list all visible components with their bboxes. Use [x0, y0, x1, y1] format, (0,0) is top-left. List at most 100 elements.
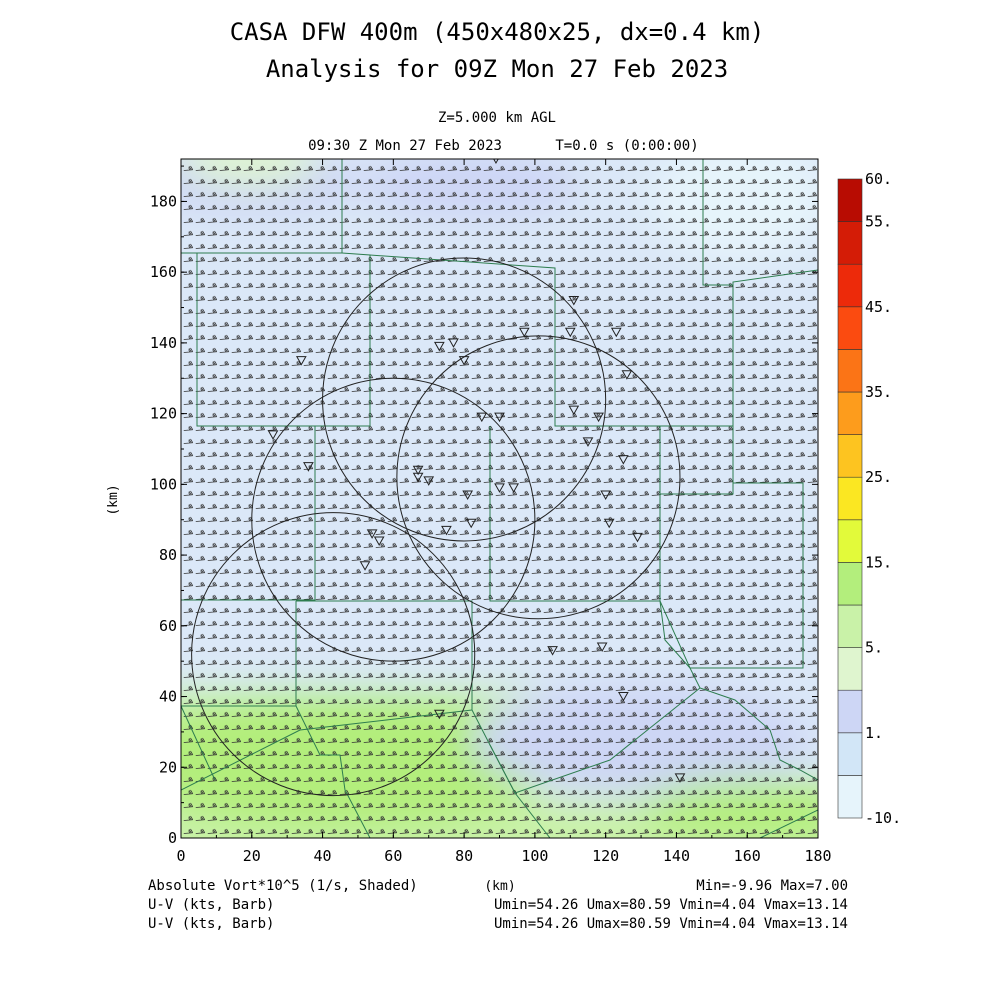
radar-range-rings: [191, 257, 681, 797]
station-marker: [568, 405, 580, 416]
colorbar-label: 1.: [865, 724, 883, 742]
colorbar-swatch: [837, 349, 863, 393]
colorbar-label: -10.: [865, 809, 901, 827]
y-tick-label: 80: [159, 546, 177, 564]
station-marker: [568, 295, 580, 306]
station-marker: [618, 455, 629, 465]
colorbar-swatch: [837, 178, 863, 222]
station-marker: [423, 476, 435, 486]
x-tick-label: 60: [384, 847, 402, 865]
x-axis: 0 20 40 60 80 100 120 140 160 180: [176, 159, 832, 865]
x-tick-label: 180: [804, 847, 831, 865]
colorbar-swatch: [837, 434, 863, 478]
colorbar-swatch: [837, 519, 863, 563]
colorbar-label: 45.: [865, 298, 892, 316]
footer-field2: U-V (kts, Barb): [148, 897, 274, 913]
station-marker: [465, 518, 477, 529]
station-marker: [600, 490, 612, 500]
range-ring: [322, 257, 607, 542]
range-ring: [251, 377, 536, 662]
y-tick-label: 60: [159, 617, 177, 635]
colorbar-swatch: [837, 775, 863, 819]
colorbar-swatch: [837, 647, 863, 691]
colorbar-label: 15.: [865, 553, 892, 571]
station-marker: [547, 646, 558, 656]
station-marker: [610, 327, 622, 338]
station-marker: [448, 338, 459, 348]
footer-stats3: Umin=54.26 Umax=80.59 Vmin=4.04 Vmax=13.…: [494, 916, 848, 932]
colorbar: -10. 1. 5. 15. 25. 35. 45. 55. 60.: [837, 170, 901, 827]
colorbar-swatch: [837, 732, 863, 776]
y-tick-label: 160: [150, 263, 177, 281]
x-axis-label: (km): [484, 879, 515, 894]
station-marker: [582, 437, 594, 447]
station-marker: [632, 532, 643, 543]
range-ring: [396, 335, 681, 620]
y-tick-label: 20: [159, 758, 177, 776]
valid-time-label: 09:30 Z Mon 27 Feb 2023: [308, 138, 502, 154]
x-tick-label: 120: [592, 847, 619, 865]
station-marker: [518, 327, 530, 338]
station-marker: [462, 490, 474, 500]
colorbar-swatch: [837, 221, 863, 265]
colorbar-label: 5.: [865, 639, 883, 657]
station-marker: [508, 483, 520, 493]
y-tick-label: 140: [150, 334, 177, 352]
station-marker: [458, 356, 470, 366]
footer-field1: Absolute Vort*10^5 (1/s, Shaded): [148, 878, 418, 894]
station-marker: [267, 430, 279, 440]
station-marker: [674, 773, 686, 783]
footer-stats2: Umin=54.26 Umax=80.59 Vmin=4.04 Vmax=13.…: [494, 897, 848, 913]
station-markers: [267, 159, 686, 783]
x-tick-label: 20: [243, 847, 261, 865]
station-marker: [494, 412, 505, 423]
y-axis-label: (km): [106, 484, 121, 515]
y-tick-label: 180: [150, 192, 177, 210]
station-marker: [412, 472, 424, 483]
x-tick-label: 40: [314, 847, 332, 865]
station-marker: [441, 525, 452, 536]
forecast-time-label: T=0.0 s (0:00:00): [555, 138, 698, 154]
x-tick-label: 0: [176, 847, 185, 865]
colorbar-swatch: [837, 604, 863, 648]
station-marker: [412, 465, 424, 476]
footer-field3: U-V (kts, Barb): [148, 916, 274, 932]
y-tick-label: 0: [168, 829, 177, 847]
station-marker: [303, 462, 314, 472]
colorbar-label: 25.: [865, 468, 892, 486]
y-tick-label: 40: [159, 688, 177, 706]
colorbar-label: 35.: [865, 383, 892, 401]
colorbar-swatch: [837, 306, 863, 350]
station-marker: [621, 370, 633, 380]
station-marker: [593, 412, 604, 423]
title-line2: Analysis for 09Z Mon 27 Feb 2023: [266, 55, 728, 83]
colorbar-swatch: [837, 562, 863, 606]
station-marker: [359, 561, 371, 571]
footer-minmax: Min=-9.96 Max=7.00: [696, 878, 848, 894]
vorticity-shading: [181, 159, 818, 838]
station-marker: [603, 518, 615, 529]
station-marker: [295, 356, 307, 366]
station-marker: [373, 536, 385, 546]
x-tick-label: 80: [455, 847, 473, 865]
y-tick-label: 100: [150, 475, 177, 493]
station-marker: [476, 412, 488, 423]
colorbar-swatch: [837, 689, 863, 734]
colorbar-swatch: [837, 391, 863, 435]
station-marker: [618, 692, 629, 702]
station-marker: [433, 709, 445, 720]
range-ring: [191, 512, 476, 797]
station-marker: [433, 341, 445, 352]
title-line1: CASA DFW 400m (450x480x25, dx=0.4 km): [230, 18, 765, 46]
station-marker: [564, 327, 576, 338]
level-label: Z=5.000 km AGL: [438, 110, 556, 126]
colorbar-label: 60.: [865, 170, 892, 188]
x-tick-label: 160: [734, 847, 761, 865]
plot-area: [181, 159, 818, 838]
y-axis: 0 20 40 60 80 100 120 140 160 180: [150, 165, 818, 847]
colorbar-swatch: [837, 476, 863, 521]
colorbar-swatch: [837, 263, 863, 308]
y-tick-label: 120: [150, 405, 177, 423]
county-boundaries: [181, 159, 818, 838]
